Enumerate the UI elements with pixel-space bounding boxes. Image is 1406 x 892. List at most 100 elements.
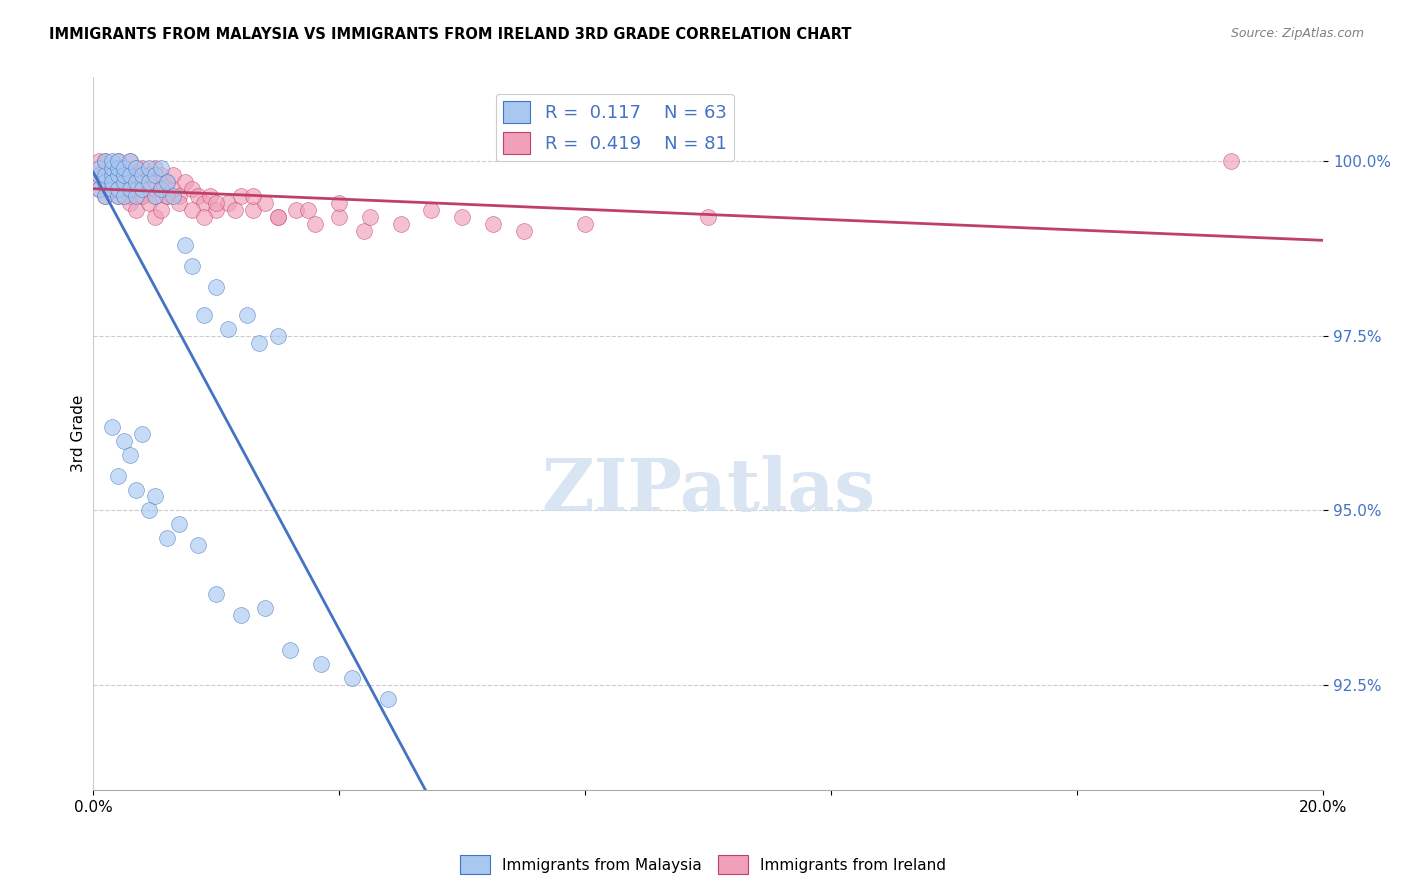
Text: Source: ZipAtlas.com: Source: ZipAtlas.com bbox=[1230, 27, 1364, 40]
Point bbox=[125, 175, 148, 189]
Legend: R =  0.117    N = 63, R =  0.419    N = 81: R = 0.117 N = 63, R = 0.419 N = 81 bbox=[496, 94, 734, 161]
Point bbox=[267, 210, 290, 224]
Point bbox=[100, 175, 122, 189]
Point bbox=[125, 161, 148, 176]
Point bbox=[143, 168, 166, 182]
Point bbox=[278, 643, 301, 657]
Point bbox=[125, 161, 148, 176]
Point bbox=[242, 189, 264, 203]
Point bbox=[131, 189, 153, 203]
Point bbox=[193, 210, 215, 224]
Point bbox=[94, 175, 117, 189]
Point bbox=[112, 189, 135, 203]
Point bbox=[138, 503, 160, 517]
Point bbox=[138, 161, 160, 176]
Point bbox=[149, 161, 172, 176]
Point bbox=[138, 196, 160, 211]
Point bbox=[143, 490, 166, 504]
Point bbox=[125, 203, 148, 218]
Point bbox=[94, 189, 117, 203]
Point bbox=[174, 238, 197, 252]
Point bbox=[138, 175, 160, 189]
Point bbox=[107, 182, 129, 196]
Point bbox=[143, 175, 166, 189]
Point bbox=[205, 203, 228, 218]
Point bbox=[205, 196, 228, 211]
Point bbox=[125, 483, 148, 497]
Point bbox=[131, 426, 153, 441]
Point bbox=[120, 182, 142, 196]
Point bbox=[100, 161, 122, 176]
Text: IMMIGRANTS FROM MALAYSIA VS IMMIGRANTS FROM IRELAND 3RD GRADE CORRELATION CHART: IMMIGRANTS FROM MALAYSIA VS IMMIGRANTS F… bbox=[49, 27, 852, 42]
Point bbox=[169, 196, 191, 211]
Text: ZIPatlas: ZIPatlas bbox=[541, 455, 876, 526]
Point bbox=[94, 154, 117, 169]
Point bbox=[100, 419, 122, 434]
Point bbox=[125, 182, 148, 196]
Point bbox=[125, 168, 148, 182]
Point bbox=[162, 189, 184, 203]
Point bbox=[112, 161, 135, 176]
Point bbox=[143, 161, 166, 176]
Point bbox=[309, 657, 332, 672]
Point bbox=[120, 154, 142, 169]
Point bbox=[120, 154, 142, 169]
Point bbox=[94, 161, 117, 176]
Point bbox=[229, 608, 252, 623]
Point bbox=[224, 203, 246, 218]
Point bbox=[89, 154, 111, 169]
Point bbox=[156, 175, 179, 189]
Point bbox=[193, 308, 215, 322]
Point bbox=[242, 203, 264, 218]
Point bbox=[131, 189, 153, 203]
Point bbox=[205, 280, 228, 294]
Point bbox=[205, 587, 228, 601]
Point bbox=[512, 224, 534, 238]
Point bbox=[112, 182, 135, 196]
Point bbox=[138, 168, 160, 182]
Point bbox=[100, 175, 122, 189]
Point bbox=[125, 189, 148, 203]
Point bbox=[187, 189, 209, 203]
Point bbox=[169, 517, 191, 532]
Point bbox=[100, 182, 122, 196]
Point bbox=[254, 196, 277, 211]
Point bbox=[120, 168, 142, 182]
Point bbox=[229, 189, 252, 203]
Point bbox=[112, 175, 135, 189]
Point bbox=[218, 322, 240, 336]
Point bbox=[304, 217, 326, 231]
Point bbox=[89, 182, 111, 196]
Point bbox=[389, 217, 412, 231]
Point bbox=[107, 161, 129, 176]
Point bbox=[193, 196, 215, 211]
Point bbox=[112, 189, 135, 203]
Point bbox=[156, 175, 179, 189]
Point bbox=[131, 161, 153, 176]
Point bbox=[169, 189, 191, 203]
Point bbox=[420, 203, 443, 218]
Point bbox=[353, 224, 375, 238]
Point bbox=[107, 189, 129, 203]
Point bbox=[89, 161, 111, 176]
Point bbox=[112, 168, 135, 182]
Point bbox=[107, 189, 129, 203]
Point bbox=[174, 175, 197, 189]
Point bbox=[107, 161, 129, 176]
Point bbox=[359, 210, 381, 224]
Point bbox=[107, 154, 129, 169]
Point bbox=[89, 168, 111, 182]
Point bbox=[120, 196, 142, 211]
Point bbox=[100, 168, 122, 182]
Point bbox=[107, 154, 129, 169]
Point bbox=[162, 182, 184, 196]
Point bbox=[107, 168, 129, 182]
Point bbox=[247, 335, 270, 350]
Point bbox=[162, 168, 184, 182]
Point bbox=[156, 532, 179, 546]
Point bbox=[180, 182, 202, 196]
Point bbox=[267, 210, 290, 224]
Point bbox=[107, 168, 129, 182]
Point bbox=[198, 189, 221, 203]
Y-axis label: 3rd Grade: 3rd Grade bbox=[72, 395, 86, 473]
